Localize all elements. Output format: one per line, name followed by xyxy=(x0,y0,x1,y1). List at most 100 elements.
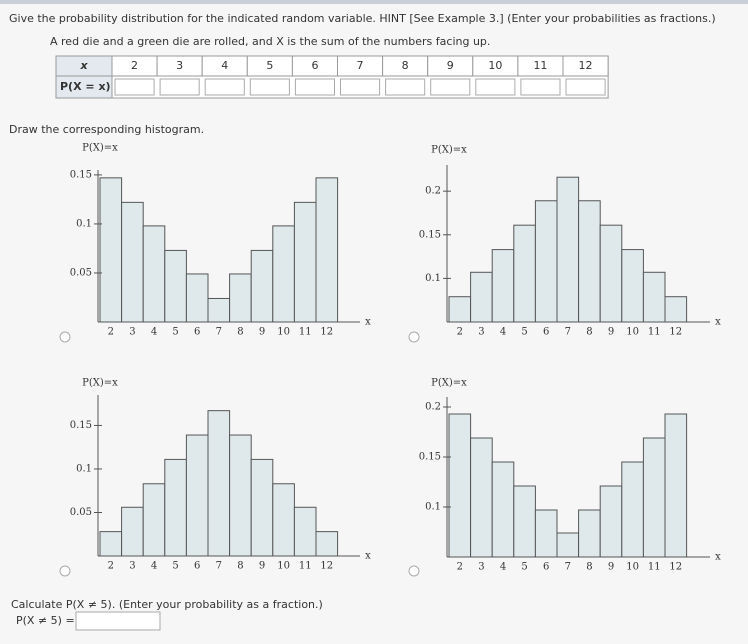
probability-input[interactable] xyxy=(204,78,245,96)
bar xyxy=(599,224,623,323)
bar xyxy=(621,461,644,558)
x-tick-label: 9 xyxy=(608,327,614,338)
bar xyxy=(121,506,144,557)
x-tick-label: 5 xyxy=(172,561,178,572)
bar xyxy=(185,273,209,323)
y-tick-label: 0.15 xyxy=(70,420,92,431)
y-tick-label: 0.1 xyxy=(76,463,92,474)
probability-input[interactable] xyxy=(340,78,381,96)
histogram-prompt: Draw the corresponding histogram. xyxy=(9,123,204,136)
y-tick-label: 0.05 xyxy=(70,507,92,518)
bar xyxy=(470,437,493,558)
x-tick-label: 6 xyxy=(543,327,549,338)
bar xyxy=(229,273,252,323)
table-x-value: 9 xyxy=(447,59,454,72)
table-x-value: 5 xyxy=(266,59,273,72)
table-row-label: x xyxy=(79,59,88,72)
table-x-value: 12 xyxy=(579,59,593,72)
radio-button[interactable] xyxy=(59,565,71,577)
x-tick-label: 3 xyxy=(129,561,135,572)
top-bar xyxy=(0,0,748,4)
radio-button[interactable] xyxy=(408,331,420,343)
bar xyxy=(207,410,231,557)
x-axis-label: x xyxy=(365,551,371,562)
x-tick-label: 7 xyxy=(216,327,222,338)
x-tick-label: 5 xyxy=(172,327,178,338)
x-tick-label: 7 xyxy=(216,561,222,572)
x-axis-label: x xyxy=(365,317,371,328)
bar xyxy=(293,201,317,323)
question-subtext: A red die and a green die are rolled, an… xyxy=(50,35,490,48)
x-tick-label: 10 xyxy=(626,562,639,573)
bar xyxy=(99,177,123,323)
x-tick-label: 6 xyxy=(543,562,549,573)
y-tick-label: 0.2 xyxy=(425,186,441,197)
radio-button[interactable] xyxy=(408,565,420,577)
y-axis-label: P(X)=x xyxy=(82,143,118,154)
answer-input[interactable] xyxy=(75,611,161,631)
x-tick-label: 3 xyxy=(478,327,484,338)
x-tick-label: 2 xyxy=(108,561,114,572)
probability-input[interactable] xyxy=(385,78,426,96)
probability-input[interactable] xyxy=(565,78,606,96)
y-tick-label: 0.15 xyxy=(70,169,92,180)
probability-input[interactable] xyxy=(249,78,290,96)
x-axis-label: x xyxy=(715,552,721,563)
x-tick-label: 11 xyxy=(299,561,312,572)
bar xyxy=(513,224,536,323)
x-tick-label: 8 xyxy=(586,327,592,338)
probability-input[interactable] xyxy=(475,78,516,96)
x-axis-label: x xyxy=(715,317,721,328)
y-axis-label: P(X)=x xyxy=(431,145,467,156)
bar xyxy=(642,437,666,558)
calculate-label: P(X ≠ 5) = xyxy=(16,614,75,627)
bar xyxy=(556,176,580,323)
x-tick-label: 12 xyxy=(320,327,333,338)
x-tick-label: 11 xyxy=(299,327,312,338)
table-x-value: 11 xyxy=(533,59,547,72)
bar xyxy=(315,531,339,557)
table-x-value: 7 xyxy=(357,59,364,72)
table-x-value: 4 xyxy=(221,59,228,72)
x-tick-label: 8 xyxy=(237,327,243,338)
probability-input[interactable] xyxy=(294,78,335,96)
y-tick-label: 0.1 xyxy=(425,273,441,284)
bar xyxy=(185,434,209,557)
probability-input[interactable] xyxy=(159,78,200,96)
x-tick-label: 3 xyxy=(478,562,484,573)
bar xyxy=(556,532,580,558)
bar xyxy=(664,296,688,323)
bar xyxy=(448,413,472,558)
probability-input[interactable] xyxy=(114,78,155,96)
x-tick-label: 8 xyxy=(237,561,243,572)
y-tick-label: 0.15 xyxy=(419,452,441,463)
probability-input[interactable] xyxy=(520,78,561,96)
question-text: Give the probability distribution for th… xyxy=(9,12,716,25)
y-tick-label: 0.05 xyxy=(70,267,92,278)
bar xyxy=(142,483,166,557)
bar xyxy=(642,271,666,323)
bar xyxy=(164,249,187,323)
bar xyxy=(164,458,187,557)
probability-input[interactable] xyxy=(430,78,471,96)
x-tick-label: 7 xyxy=(565,562,571,573)
x-tick-label: 2 xyxy=(457,562,463,573)
bar xyxy=(578,509,601,558)
radio-button[interactable] xyxy=(59,331,71,343)
x-tick-label: 3 xyxy=(129,327,135,338)
bar xyxy=(470,271,493,323)
bar xyxy=(272,225,295,323)
table-x-value: 2 xyxy=(131,59,138,72)
x-tick-label: 12 xyxy=(320,561,333,572)
x-tick-label: 11 xyxy=(648,327,661,338)
table-x-value: 3 xyxy=(176,59,183,72)
bar xyxy=(207,297,231,323)
x-tick-label: 12 xyxy=(669,327,682,338)
x-tick-label: 9 xyxy=(259,327,265,338)
x-tick-label: 9 xyxy=(259,561,265,572)
bar xyxy=(664,413,688,558)
x-tick-label: 9 xyxy=(608,562,614,573)
bar xyxy=(599,485,623,558)
bar xyxy=(491,249,515,323)
